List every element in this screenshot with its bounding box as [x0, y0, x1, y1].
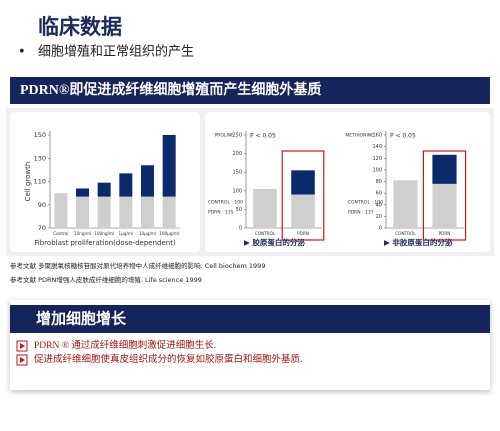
- caption: ▶ 非胶原蛋白的分泌: [384, 237, 453, 247]
- y-tick-label: 50: [236, 207, 242, 213]
- y-axis-label: Cell growth: [24, 162, 32, 202]
- y-tick-label: 250: [232, 133, 242, 139]
- bar-segment: [291, 170, 315, 195]
- x-tick-label: CONTROL: [395, 231, 416, 236]
- y-tick-label: 200: [232, 151, 242, 157]
- annotation: P < 0.05: [390, 133, 416, 140]
- highlight-box: [422, 150, 467, 241]
- x-tick-label: 10ng/ml: [74, 231, 91, 236]
- x-tick-label: PDRN: [439, 231, 451, 236]
- bar-segment: [97, 196, 111, 228]
- caption: ▶ 胶原蛋白的分泌: [244, 237, 305, 247]
- banner: [10, 77, 490, 104]
- annotation: PDRN : 135: [208, 210, 234, 216]
- y-tick-label: 0: [379, 226, 382, 232]
- y-tick-label: 100: [372, 167, 382, 173]
- x-tick-label: 100μg/ml: [159, 231, 179, 236]
- reference: 参考文献 PDRN增强人皮肤成纤维细胞的增殖. Life science 199…: [10, 275, 202, 284]
- y-tick-label: 160: [372, 133, 382, 139]
- y-tick-label: 110: [34, 178, 46, 186]
- bar-segment: [141, 165, 154, 197]
- y-tick-label: 130: [34, 154, 46, 162]
- bar-segment: [141, 196, 154, 228]
- bar-segment: [76, 196, 89, 228]
- bar-segment: [291, 194, 315, 228]
- annotation: CONTROL : 100: [348, 200, 383, 206]
- y-tick-label: 70: [38, 224, 46, 232]
- bullet-dot: •: [18, 45, 26, 60]
- y-axis-label: METHIONINE: [345, 133, 374, 139]
- y-tick-label: 20: [376, 214, 382, 220]
- x-tick-label: PDRN: [297, 231, 309, 236]
- y-axis-label: PROLINE: [215, 133, 235, 139]
- bar-segment: [432, 154, 457, 184]
- y-tick-label: 0: [239, 226, 242, 232]
- y-tick-label: 140: [372, 144, 382, 150]
- annotation: P < 0.05: [250, 133, 276, 140]
- point: 促进成纤维细胞使真皮组织成分的恢复如胶原蛋白和细胞外基质.: [34, 353, 302, 365]
- annotation: PDRN : 137: [348, 210, 374, 216]
- x-axis-label: Fibroblast proliferation(dose-dependent): [34, 239, 176, 247]
- y-tick-label: 80: [376, 179, 382, 185]
- x-tick-label: 10μg/ml: [139, 231, 156, 236]
- x-tick-label: 100ng/ml: [94, 231, 114, 236]
- point: PDRN ® 通过成纤维细胞刺激促进细胞生长.: [34, 339, 216, 351]
- bar-segment: [162, 135, 176, 197]
- y-tick-label: 150: [34, 131, 46, 139]
- banner-text: PDRN®即促进成纤维细胞增殖而产生细胞外基质: [20, 81, 321, 98]
- highlight-box: [281, 150, 325, 241]
- bullet: 细胞增殖和正常组织的产生: [38, 44, 194, 60]
- y-tick-label: 100: [232, 188, 242, 194]
- y-tick-label: 150: [232, 170, 242, 176]
- bar-segment: [253, 188, 277, 228]
- y-tick-label: 120: [372, 156, 382, 162]
- bar-segment: [119, 173, 133, 197]
- bar-segment: [119, 196, 133, 228]
- section-title: 增加细胞增长: [36, 309, 127, 327]
- y-tick-label: 40: [376, 202, 382, 208]
- bar-segment: [393, 180, 418, 228]
- x-tick-label: Control: [53, 231, 68, 236]
- point-icon: [20, 343, 25, 349]
- bar-segment: [76, 188, 89, 197]
- section-header: [10, 305, 490, 333]
- y-tick-label: 60: [376, 191, 382, 197]
- reference: 参考文献 多聚脱氧核糖核苷酸对原代培养物中人成纤维细胞的影响. Cell bio…: [10, 261, 265, 270]
- annotation: CONTROL : 100: [208, 200, 243, 206]
- x-tick-label: 1μg/ml: [119, 231, 134, 236]
- bar-segment: [97, 182, 111, 197]
- x-tick-label: CONTROL: [255, 231, 276, 236]
- slide-title: 临床数据: [38, 15, 122, 39]
- bar-segment: [162, 196, 176, 228]
- point-icon: [20, 357, 25, 363]
- y-tick-label: 90: [38, 201, 46, 209]
- bar-segment: [432, 183, 457, 228]
- bar-segment: [54, 193, 68, 228]
